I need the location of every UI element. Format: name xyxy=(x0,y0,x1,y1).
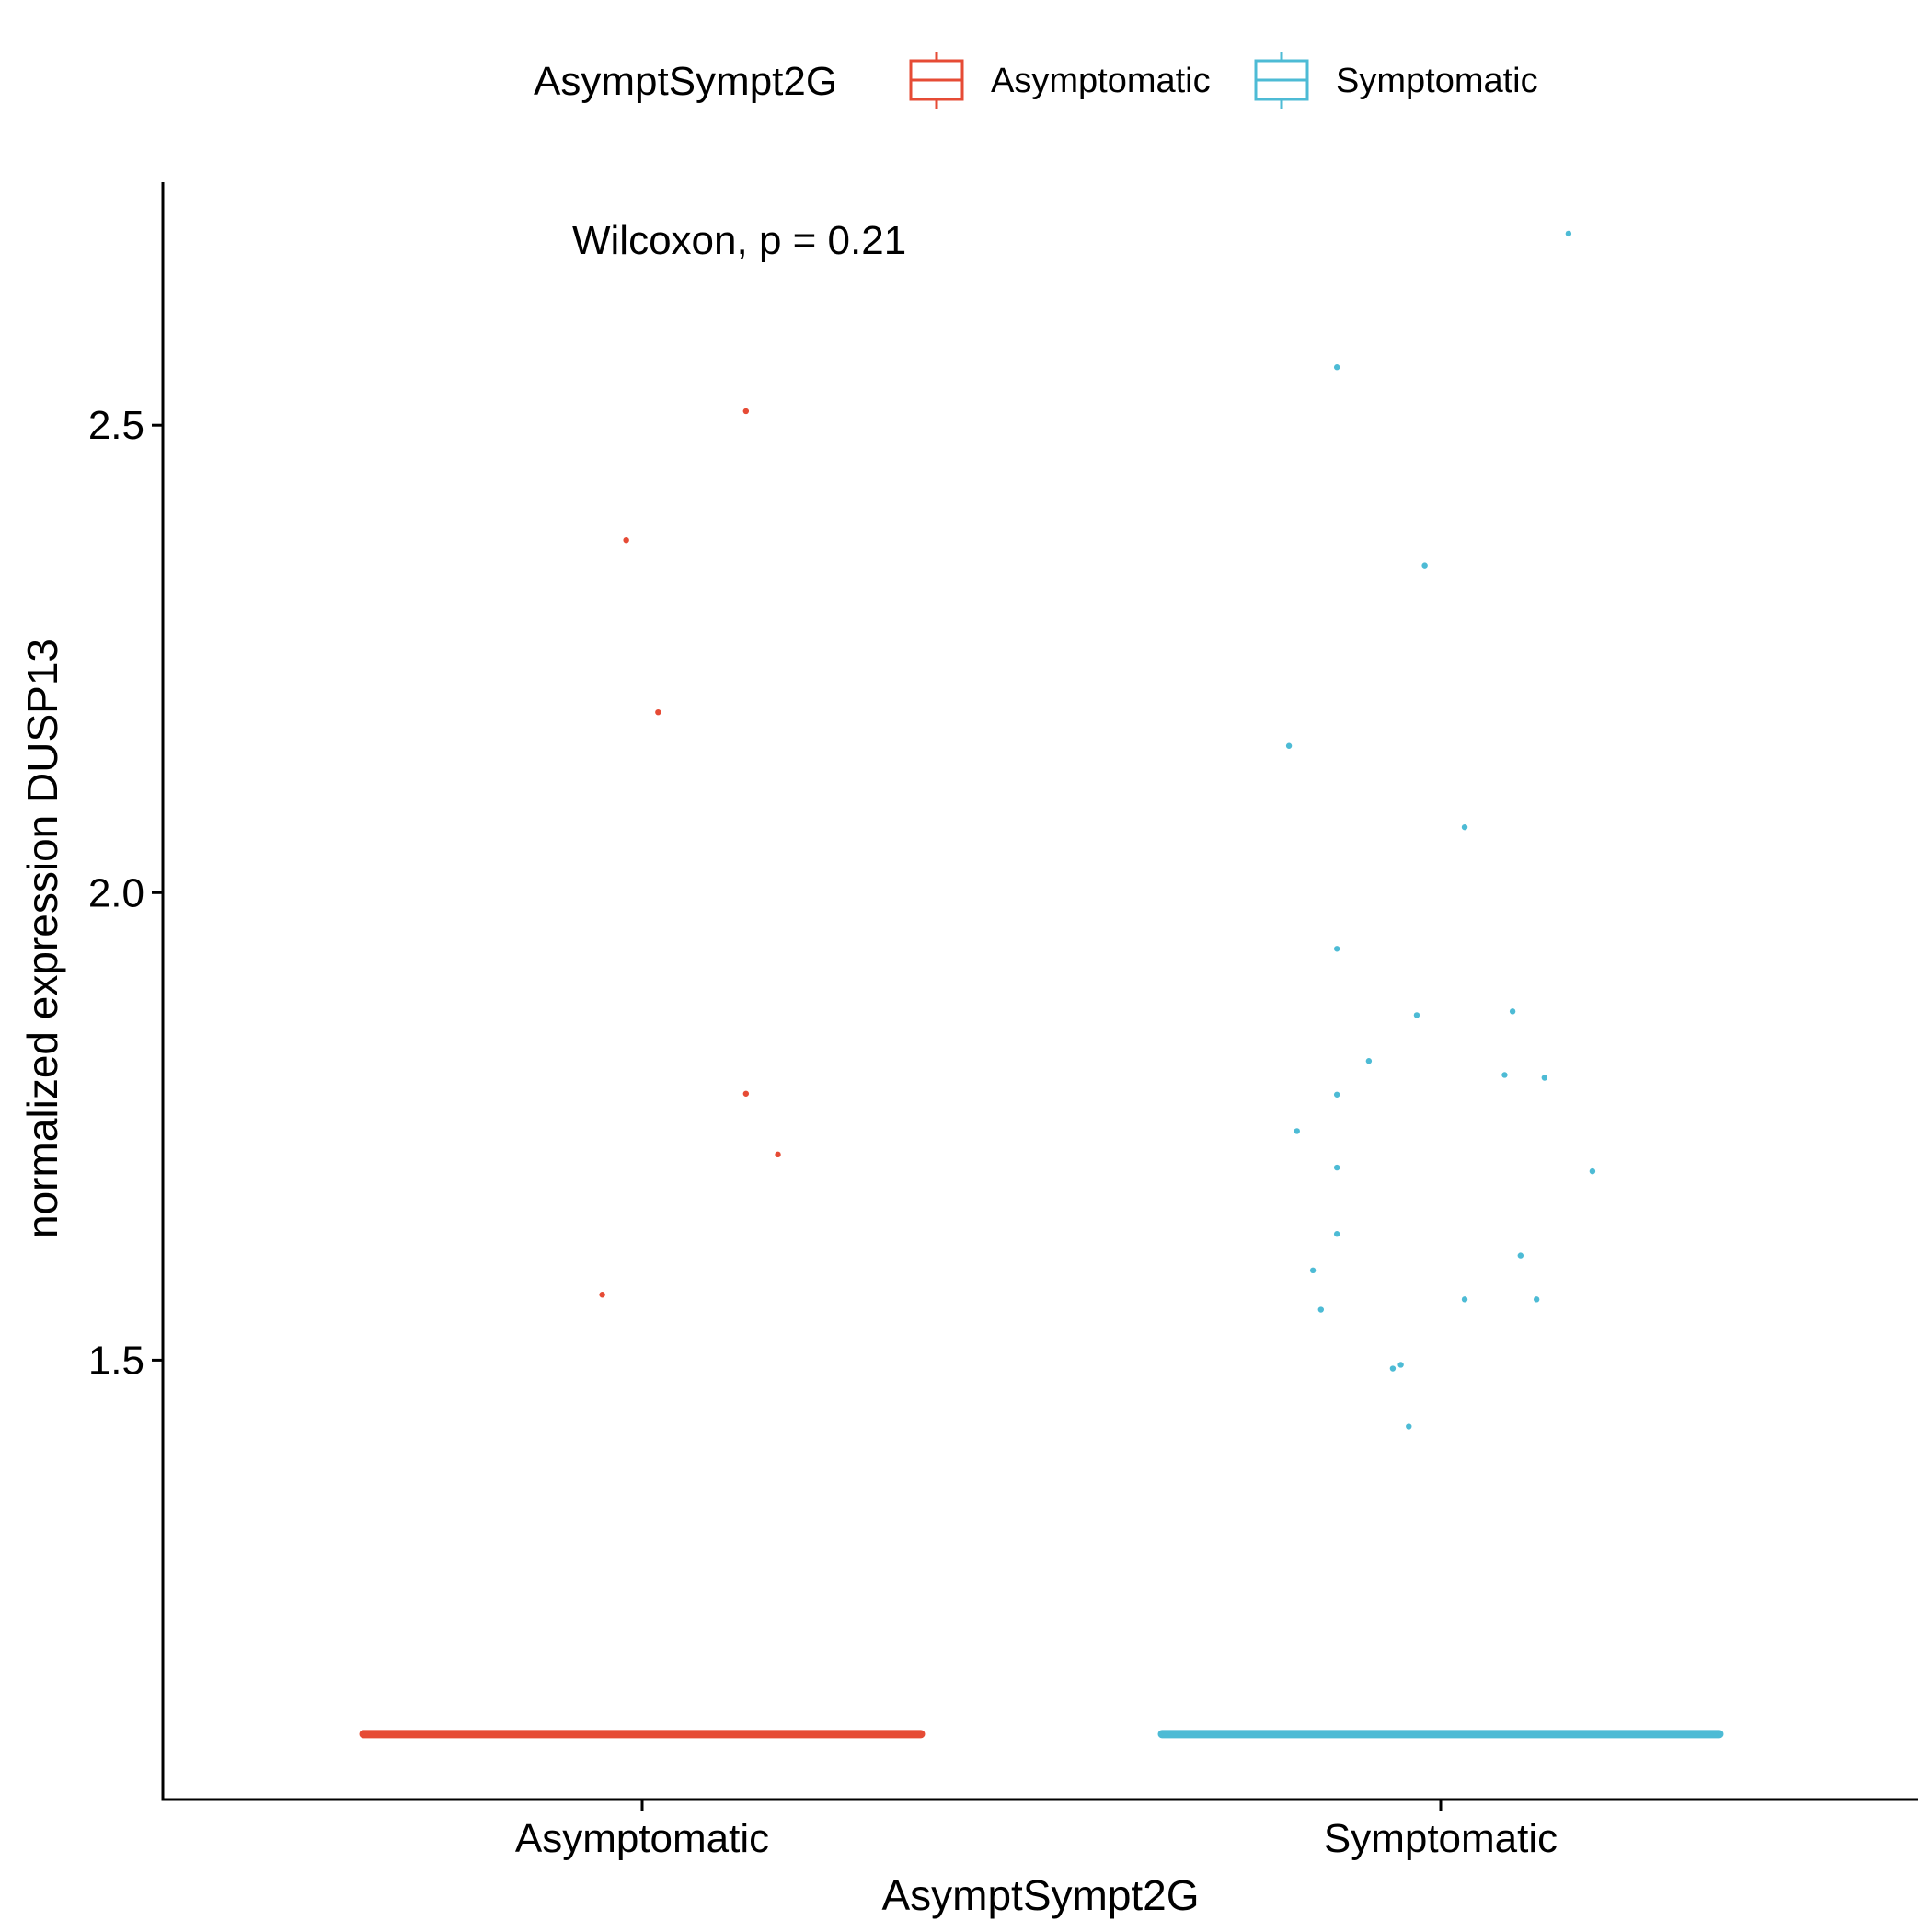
data-point-symptomatic xyxy=(1406,1423,1412,1430)
data-point-symptomatic xyxy=(1565,230,1572,237)
data-point-symptomatic xyxy=(1333,1231,1340,1237)
y-axis-title: normalized expression DUSP13 xyxy=(18,638,66,1238)
data-point-symptomatic xyxy=(1309,1267,1317,1274)
data-point-symptomatic xyxy=(1294,1128,1300,1134)
data-point-symptomatic xyxy=(1517,1252,1524,1259)
data-point-symptomatic xyxy=(1413,1012,1420,1018)
legend-title: AsymptSympt2G xyxy=(534,59,837,104)
data-point-asymptomatic xyxy=(742,408,750,415)
x-tick-label: Symptomatic xyxy=(1324,1816,1558,1861)
data-point-symptomatic xyxy=(1421,562,1428,569)
data-point-symptomatic xyxy=(1333,364,1340,371)
legend-key-symptomatic xyxy=(1254,52,1309,109)
data-point-symptomatic xyxy=(1333,946,1340,952)
data-point-symptomatic xyxy=(1461,1296,1468,1303)
legend: AsymptSympt2G Asymptomatic Symptomatic xyxy=(534,52,1538,109)
x-tick-label: Asymptomatic xyxy=(515,1816,769,1861)
legend-label-asymptomatic: Asymptomatic xyxy=(991,62,1211,100)
data-point-symptomatic xyxy=(1285,742,1293,749)
wilcoxon-annotation: Wilcoxon, p = 0.21 xyxy=(572,218,906,263)
x-ticks: Asymptomatic Symptomatic xyxy=(515,1800,1558,1861)
data-point-symptomatic xyxy=(1389,1365,1397,1372)
data-point-symptomatic xyxy=(1397,1362,1404,1368)
data-point-symptomatic xyxy=(1501,1072,1508,1078)
y-tick-label: 2.0 xyxy=(88,870,144,915)
data-points xyxy=(599,230,1596,1430)
data-point-symptomatic xyxy=(1317,1306,1325,1313)
data-point-symptomatic xyxy=(1509,1008,1516,1015)
data-point-symptomatic xyxy=(1365,1058,1373,1064)
y-ticks: 1.5 2.0 2.5 xyxy=(88,403,163,1383)
data-point-asymptomatic xyxy=(655,708,661,716)
data-point-asymptomatic xyxy=(775,1151,781,1158)
legend-label-symptomatic: Symptomatic xyxy=(1336,62,1538,100)
data-point-symptomatic xyxy=(1589,1167,1596,1175)
data-point-asymptomatic xyxy=(742,1090,750,1097)
data-point-symptomatic xyxy=(1461,823,1468,831)
data-point-symptomatic xyxy=(1333,1164,1340,1171)
data-point-symptomatic xyxy=(1541,1075,1548,1081)
data-point-asymptomatic xyxy=(599,1292,605,1298)
y-tick-label: 1.5 xyxy=(88,1338,144,1383)
data-point-asymptomatic xyxy=(623,536,629,544)
data-point-symptomatic xyxy=(1333,1091,1340,1098)
data-point-symptomatic xyxy=(1533,1296,1540,1303)
x-axis-title: AsymptSympt2G xyxy=(881,1871,1199,1919)
legend-key-asymptomatic xyxy=(909,52,964,109)
y-tick-label: 2.5 xyxy=(88,403,144,448)
